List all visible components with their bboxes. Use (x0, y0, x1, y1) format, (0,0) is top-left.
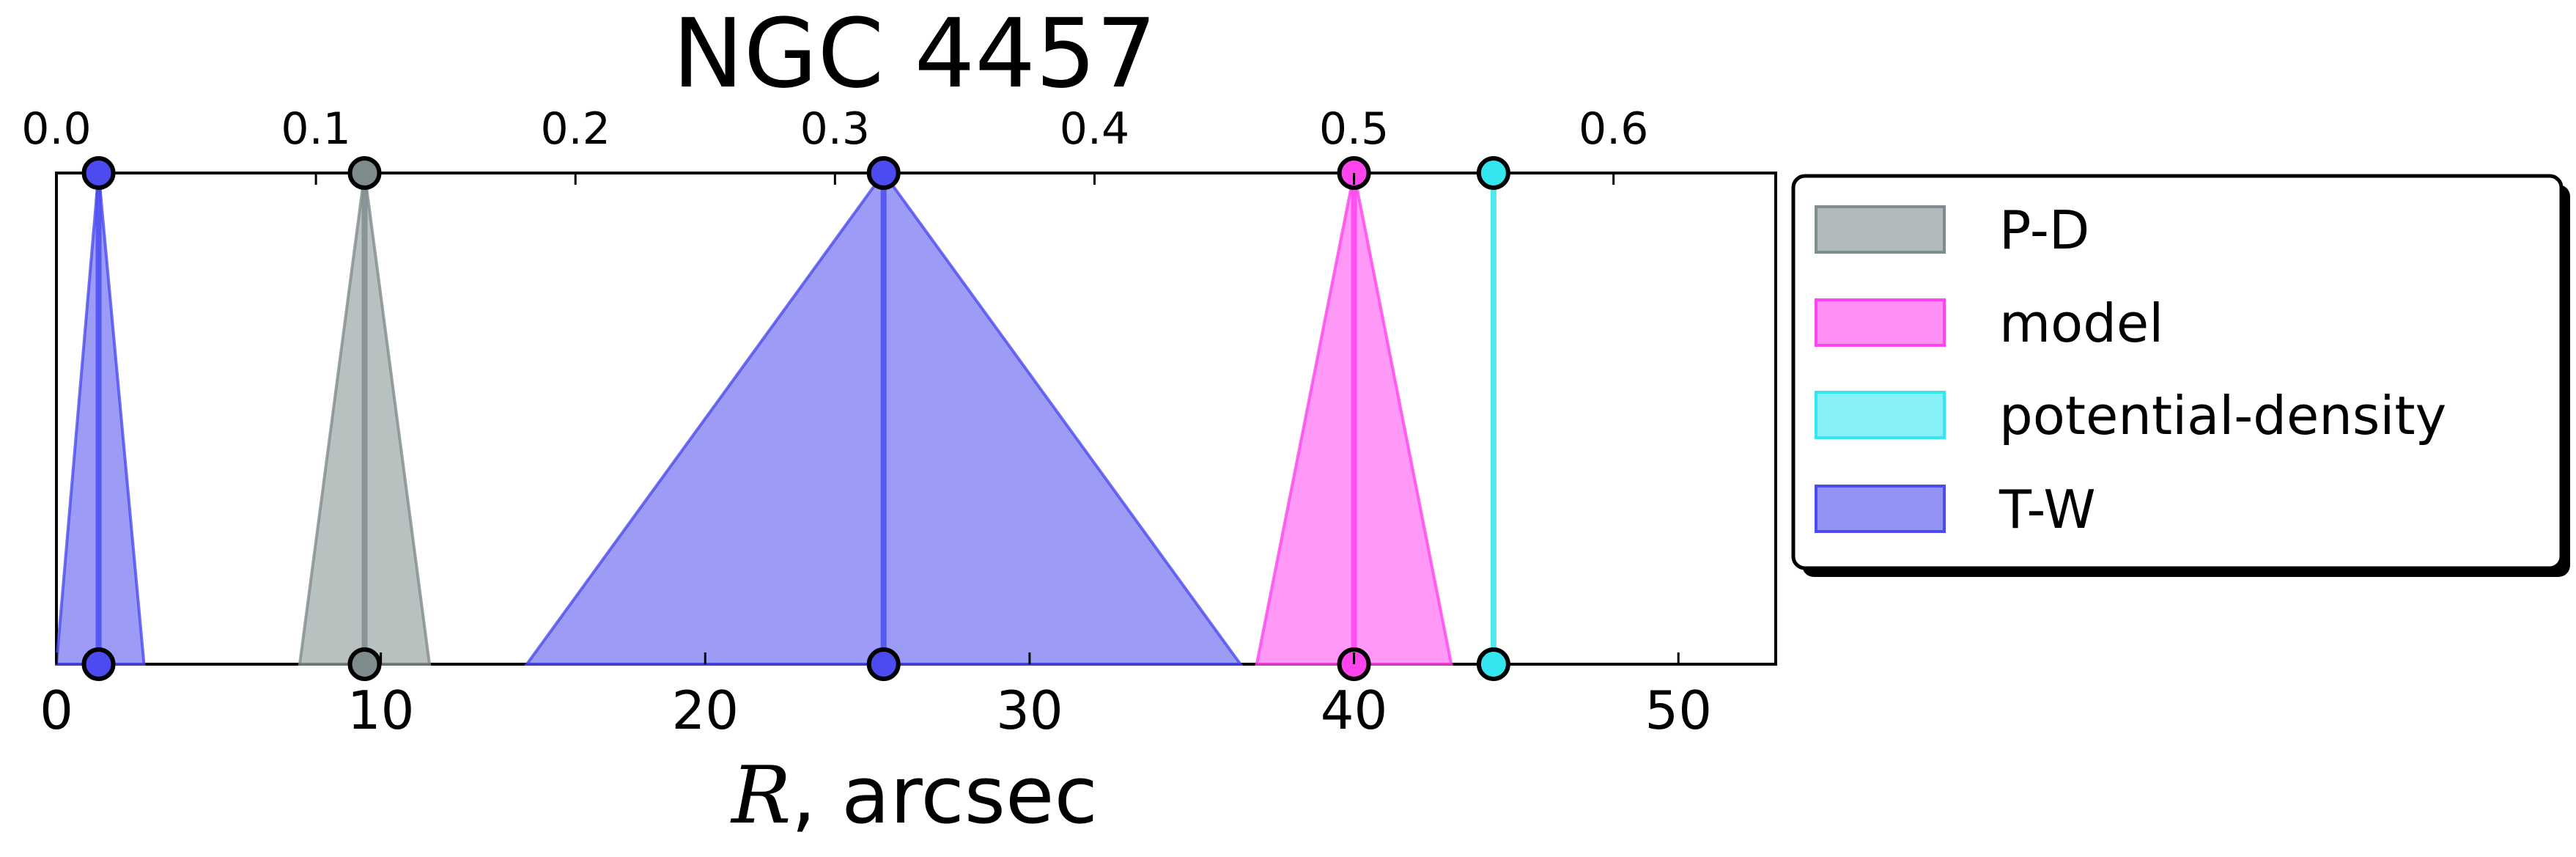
series-layer (54, 156, 1510, 681)
legend-label: P-D (1999, 199, 2089, 261)
legend-item: P-D (1815, 199, 2089, 261)
top-tick-label: 0.5 (1319, 103, 1389, 155)
x-axis-label-symbol: R (730, 750, 791, 842)
series-t-w-4 (54, 156, 146, 681)
series-potential-density-2 (1476, 156, 1510, 681)
x-tick-label: 20 (671, 680, 739, 741)
bottom-marker (1476, 647, 1510, 681)
top-tick-label: 0.3 (800, 103, 870, 155)
top-tick-label: 0.0 (21, 103, 91, 155)
legend-label: potential-density (1999, 385, 2446, 446)
bottom-marker (866, 647, 901, 681)
legend-swatch (1815, 205, 1946, 254)
legend-frame (1791, 174, 2564, 570)
bottom-marker (81, 647, 116, 681)
x-axis-label: R, arcsec (730, 750, 1098, 842)
x-axis-label-unit: , arcsec (791, 750, 1097, 842)
legend-item: T-W (1815, 479, 2096, 540)
top-tick-label: 0.1 (281, 103, 350, 155)
top-marker (81, 156, 116, 190)
bottom-marker (347, 647, 382, 681)
legend-swatch (1815, 391, 1946, 439)
series-t-w-3 (523, 156, 1244, 681)
legend-label: T-W (1999, 479, 2096, 540)
chart-title: NGC 4457 (673, 0, 1157, 109)
x-tick-label: 10 (347, 680, 415, 741)
series-p-d-0 (298, 156, 432, 681)
legend-swatch (1815, 298, 1946, 347)
top-marker (866, 156, 901, 190)
x-tick-label: 30 (996, 680, 1063, 741)
legend-item: potential-density (1815, 385, 2446, 446)
x-tick-label: 50 (1645, 680, 1712, 741)
legend-label: model (1999, 293, 2163, 354)
legend-swatch (1815, 485, 1946, 533)
legend-item: model (1815, 293, 2163, 354)
top-tick-label: 0.4 (1060, 103, 1129, 155)
top-marker (1476, 156, 1510, 190)
top-tick-label: 0.6 (1579, 103, 1648, 155)
x-tick-label: 0 (40, 680, 73, 741)
x-tick-label: 40 (1321, 680, 1388, 741)
top-marker (347, 156, 382, 190)
axes-layer: 0 10 20 30 40 50 0.0 0.1 0.2 0.3 0.4 0.5 0.6 (21, 103, 1712, 741)
top-tick-label: 0.2 (541, 103, 610, 155)
legend: P-D model potential-density T-W (1791, 174, 2570, 577)
